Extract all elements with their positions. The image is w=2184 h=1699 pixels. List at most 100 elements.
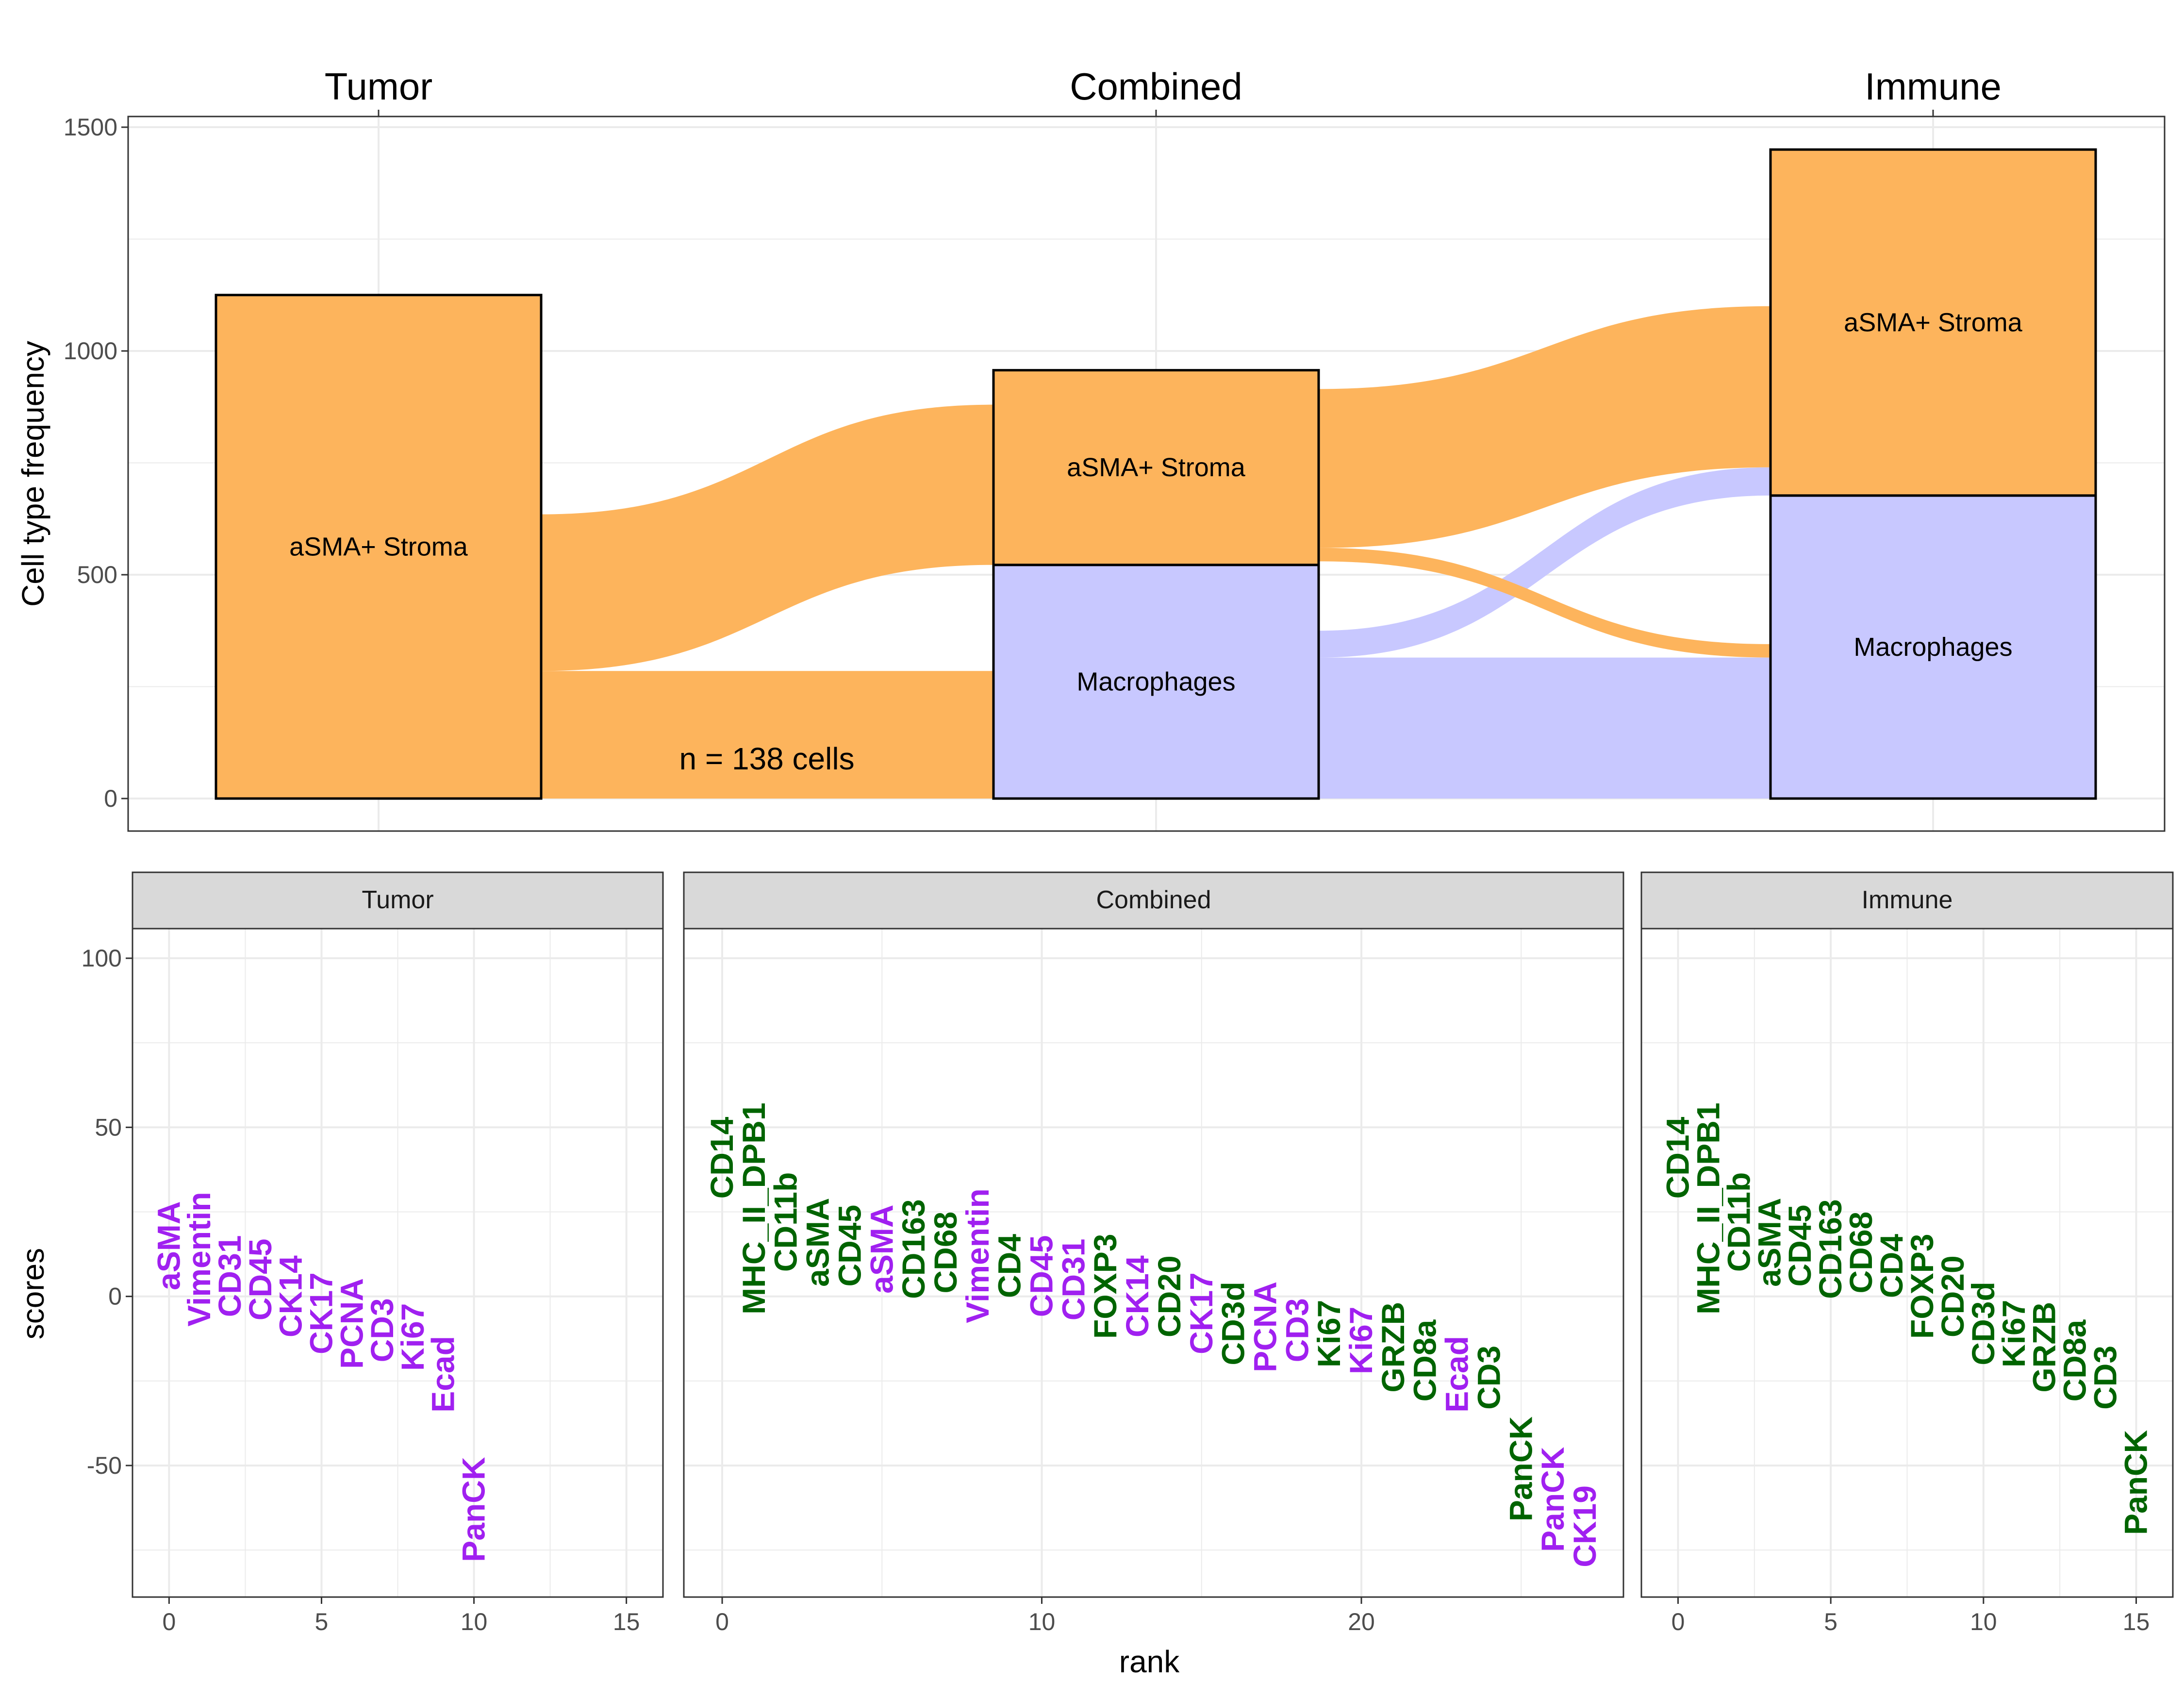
stratum-tumor-asma-stroma xyxy=(215,294,543,800)
alluvial-axes: 0 500 1000 1500 Tumor Combined Immune xyxy=(64,65,2002,812)
y-tick-label: 1500 xyxy=(64,114,117,141)
strip-label-tumor: Tumor xyxy=(362,886,433,914)
marker-label-combined-asma: aSMA xyxy=(863,1204,899,1293)
stratum-combined-asma-stroma xyxy=(992,369,1320,566)
marker-label-immune-cd8a: CD8a xyxy=(2057,1319,2093,1401)
marker-label-combined-ecad: Ecad xyxy=(1439,1336,1475,1413)
y-tick-label: 500 xyxy=(77,561,117,588)
x-tick-label: 15 xyxy=(2123,1608,2150,1635)
panel-border-combined xyxy=(683,928,1624,1598)
marker-label-immune-cd68: CD68 xyxy=(1843,1212,1879,1294)
rank-score-panels: TumoraSMAVimentinCD31CD45CK14CK17PCNACD3… xyxy=(82,871,2174,1635)
marker-label-combined-ck17: CK17 xyxy=(1183,1272,1219,1354)
marker-label-combined-cd163: CD163 xyxy=(895,1199,931,1299)
marker-label-combined-grzb: GRZB xyxy=(1375,1302,1411,1393)
sample-size-annotation: n = 138 cells xyxy=(679,741,854,776)
marker-label-combined-cd3: CD3 xyxy=(1471,1346,1506,1410)
marker-label-combined-cd45: CD45 xyxy=(1024,1235,1059,1317)
flow-stroma-tumor-to-combined xyxy=(541,671,993,799)
strip-tumor xyxy=(132,871,664,930)
marker-label-combined-cd68: CD68 xyxy=(927,1212,963,1294)
alluvial-panel-border xyxy=(127,116,2166,832)
y-tick-label: 0 xyxy=(108,1283,122,1310)
marker-label-immune-panck: PanCK xyxy=(2118,1430,2153,1535)
x-tick-label: 0 xyxy=(1671,1608,1685,1635)
panel-tumor: Tumor aSMAVimentinCD31CD45CK14CK17PCNACD3… xyxy=(82,871,664,1635)
x-tick-label: 10 xyxy=(1028,1608,1056,1635)
y-tick-label: 100 xyxy=(82,945,122,972)
x-tick-label: 5 xyxy=(315,1608,329,1635)
marker-label-immune-cd45: CD45 xyxy=(1782,1205,1818,1287)
marker-label-tumor-cd3: CD3 xyxy=(364,1298,400,1362)
column-title-tumor: Tumor xyxy=(325,65,432,108)
marker-label-immune-grzb: GRZB xyxy=(2026,1302,2062,1393)
strip-label-combined: Combined xyxy=(1096,886,1211,914)
stratum-label-immune-asma-stroma: aSMA+ Stroma xyxy=(1844,308,2023,337)
marker-label-tumor-panck: PanCK xyxy=(456,1457,492,1562)
marker-label-combined-ki67: Ki67 xyxy=(1311,1300,1347,1367)
marker-label-immune-cd11b: CD11b xyxy=(1721,1172,1756,1272)
marker-label-combined-ck19: CK19 xyxy=(1567,1485,1603,1567)
flow-macrophages-combined-to-immune xyxy=(1319,467,1770,658)
marker-label-immune-cd3: CD3 xyxy=(2087,1346,2123,1410)
flow-macrophages-combined-to-immune xyxy=(1319,657,1770,799)
x-tick-label: 15 xyxy=(613,1608,640,1635)
alluvial-flows xyxy=(541,306,1770,799)
x-tick-label: 0 xyxy=(715,1608,729,1635)
x-tick-label: 10 xyxy=(1970,1608,1997,1635)
marker-label-immune-mhc-ii-dpb1: MHC_II_DPB1 xyxy=(1690,1102,1726,1314)
marker-label-tumor-vimentin: Vimentin xyxy=(181,1192,217,1327)
strip-immune xyxy=(1640,871,2174,930)
stratum-label-combined-macrophages: Macrophages xyxy=(1076,667,1235,696)
y-tick-label: 0 xyxy=(104,785,117,812)
panel-immune: ImmuneCD14MHC_II_DPB1CD11baSMACD45CD163C… xyxy=(1640,871,2174,1635)
flow-stroma-combined-to-immune xyxy=(1319,548,1770,658)
x-tick-label: 0 xyxy=(162,1608,176,1635)
panel-border-tumor xyxy=(132,928,664,1598)
alluvial-panel: aSMA+ Stroma Macrophages aSMA+ Stroma Macro… xyxy=(16,65,2166,832)
flow-stroma-tumor-to-combined xyxy=(541,404,993,671)
flow-stroma-combined-to-immune xyxy=(1319,306,1770,548)
stratum-label-combined-asma-stroma: aSMA+ Stroma xyxy=(1067,453,1246,482)
marker-label-combined-ck14: CK14 xyxy=(1119,1255,1155,1337)
stratum-immune-asma-stroma xyxy=(1769,148,2097,497)
marker-label-combined-cd45: CD45 xyxy=(831,1205,867,1287)
x-tick-label: 20 xyxy=(1348,1608,1375,1635)
stratum-label-tumor-asma-stroma: aSMA+ Stroma xyxy=(289,532,468,561)
marker-label-tumor-cd31: CD31 xyxy=(212,1235,248,1317)
marker-label-combined-vimentin: Vimentin xyxy=(960,1188,995,1323)
rank-x-axis-title: rank xyxy=(1119,1644,1180,1679)
marker-label-tumor-cd45: CD45 xyxy=(242,1238,278,1320)
alluvial-strata: aSMA+ Stroma Macrophages aSMA+ Stroma Macro… xyxy=(215,148,2097,800)
marker-label-combined-cd3d: CD3d xyxy=(1215,1282,1251,1365)
alluvial-y-axis-title: Cell type frequency xyxy=(16,341,50,607)
y-tick-label: 1000 xyxy=(64,337,117,365)
marker-label-tumor-ck14: CK14 xyxy=(273,1255,309,1337)
x-tick-label: 10 xyxy=(461,1608,488,1635)
marker-label-combined-pcna: PCNA xyxy=(1247,1282,1283,1372)
marker-label-immune-cd4: CD4 xyxy=(1873,1234,1909,1298)
marker-label-immune-foxp3: FOXP3 xyxy=(1904,1234,1940,1339)
y-tick-label: 50 xyxy=(95,1114,122,1141)
strip-combined xyxy=(683,871,1624,930)
marker-label-combined-panck: PanCK xyxy=(1503,1416,1539,1521)
column-title-immune: Immune xyxy=(1865,65,2002,108)
marker-label-immune-cd3d: CD3d xyxy=(1965,1282,2001,1365)
panel-combined: CombinedCD14MHC_II_DPB1CD11baSMACD45aSMA… xyxy=(683,871,1624,1635)
marker-label-immune-asma: aSMA xyxy=(1751,1198,1787,1287)
marker-label-immune-cd14: CD14 xyxy=(1660,1116,1696,1199)
marker-label-combined-ki67: Ki67 xyxy=(1343,1307,1379,1374)
marker-label-combined-asma: aSMA xyxy=(800,1198,836,1287)
marker-label-combined-cd14: CD14 xyxy=(704,1116,740,1199)
stratum-label-immune-macrophages: Macrophages xyxy=(1853,633,2012,662)
marker-label-tumor-pcna: PCNA xyxy=(333,1278,369,1369)
marker-label-immune-cd20: CD20 xyxy=(1935,1255,1970,1337)
marker-label-immune-ki67: Ki67 xyxy=(1996,1300,2032,1367)
marker-label-combined-foxp3: FOXP3 xyxy=(1087,1234,1123,1339)
marker-label-combined-cd8a: CD8a xyxy=(1407,1319,1443,1401)
marker-label-tumor-ki67: Ki67 xyxy=(395,1303,430,1371)
rank-y-axis-title: scores xyxy=(16,1248,50,1340)
marker-label-immune-cd163: CD163 xyxy=(1812,1199,1848,1299)
strip-label-immune: Immune xyxy=(1862,886,1953,914)
